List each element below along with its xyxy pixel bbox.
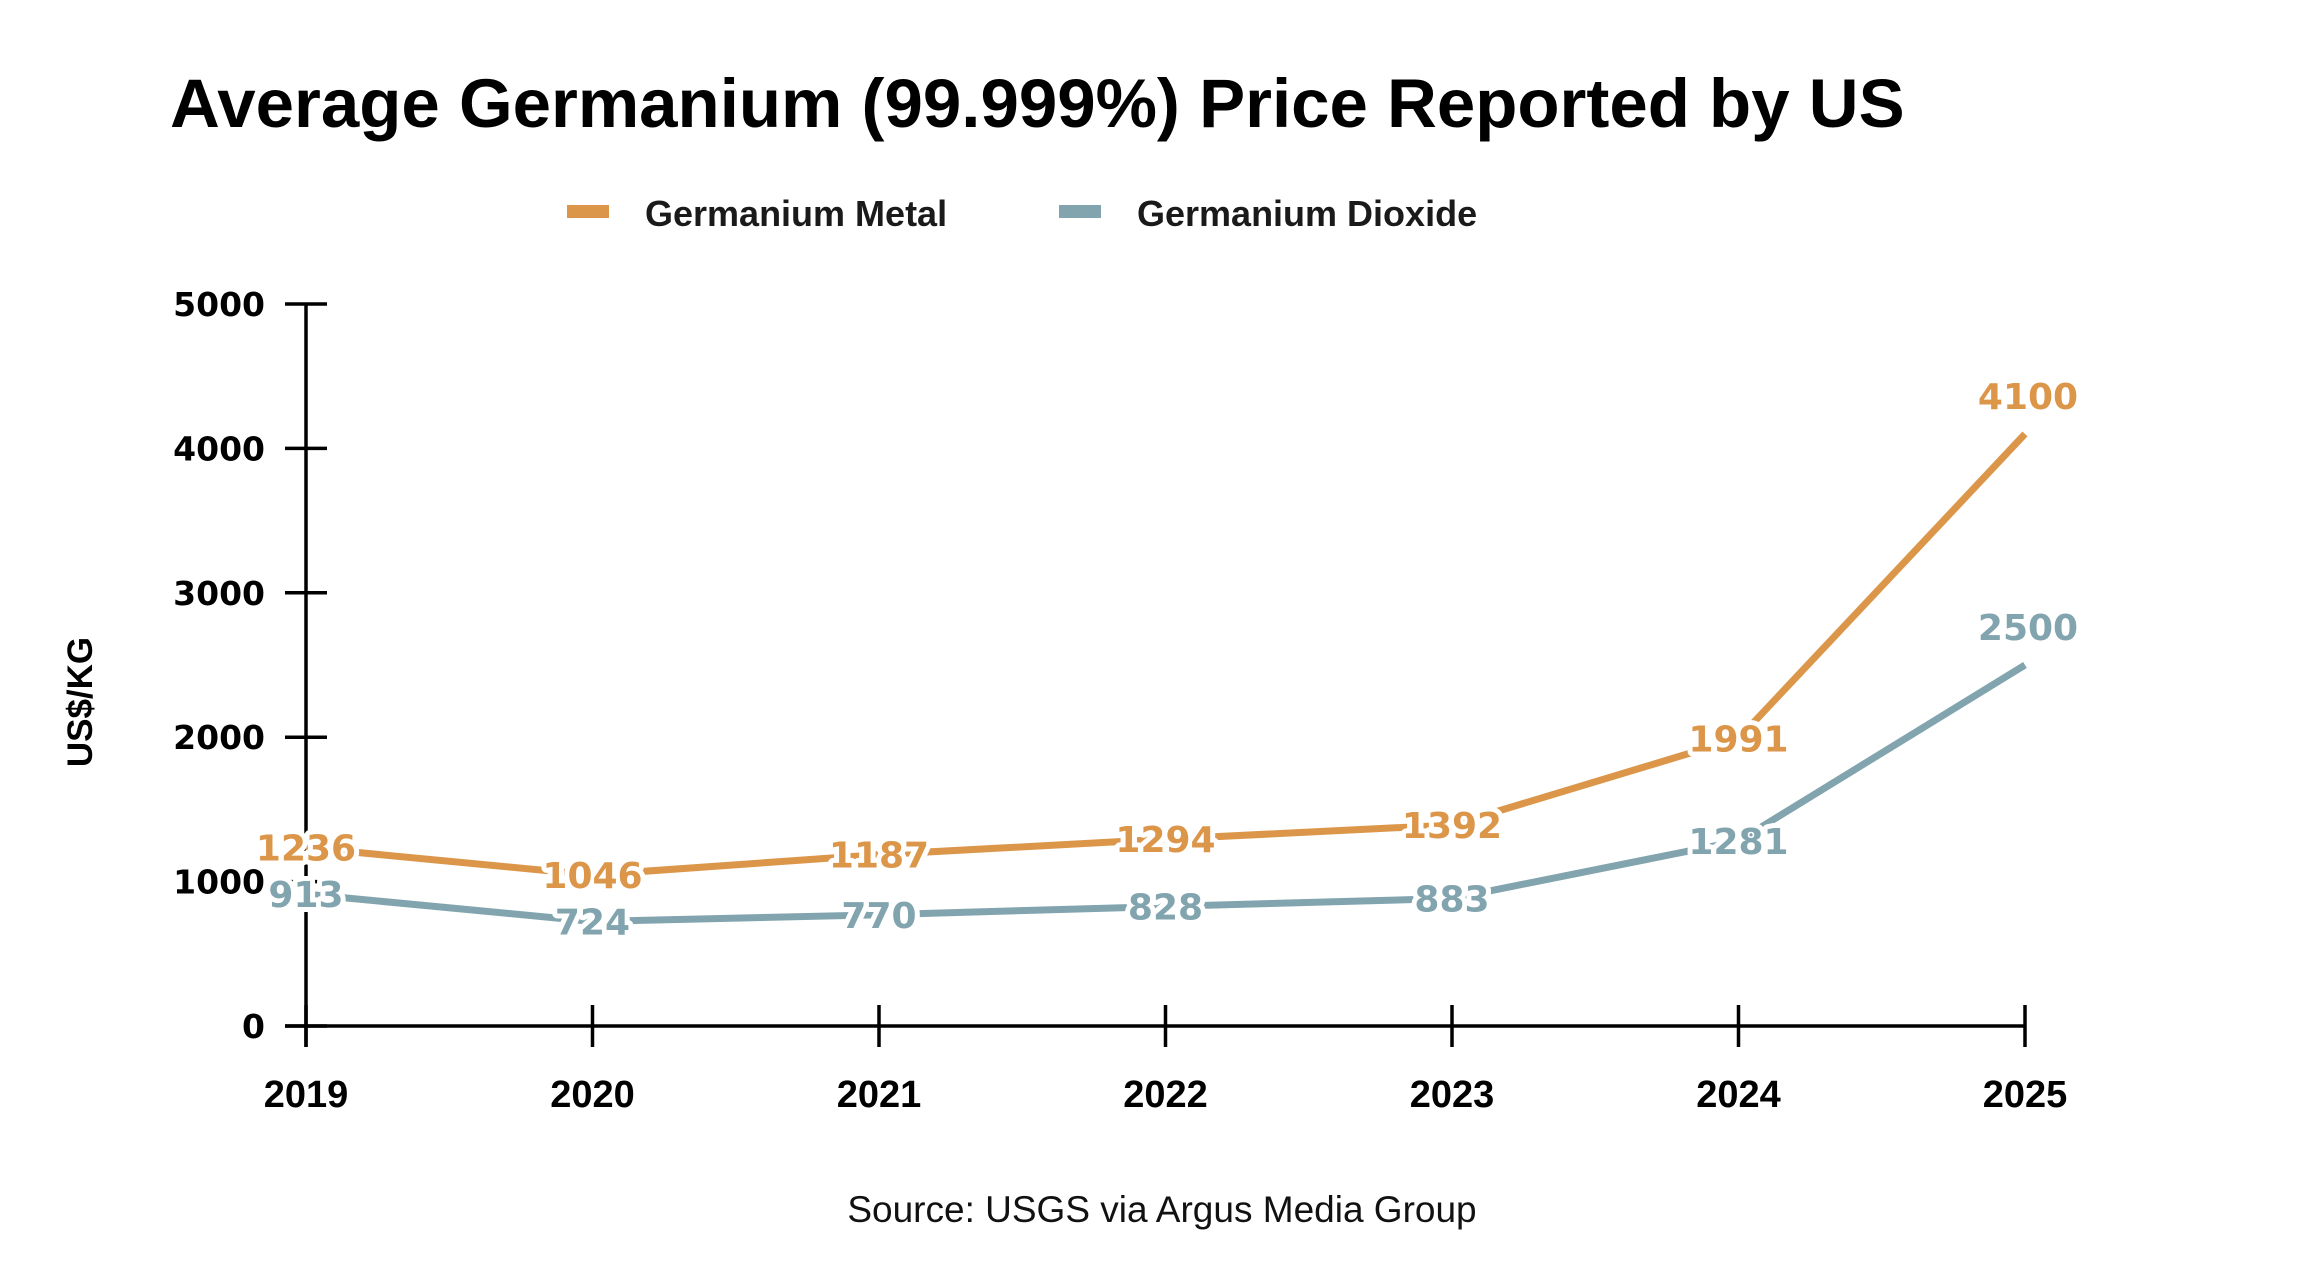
x-tick-label-2025: 2025: [1983, 1074, 2068, 1116]
y-axis-title: US$/KG: [61, 637, 100, 767]
data-label: 913: [268, 875, 343, 916]
x-tick-label-2022: 2022: [1123, 1074, 1208, 1116]
legend: Germanium Metal Germanium Dioxide: [567, 193, 1477, 234]
data-label-halo: 1281: [1688, 822, 1788, 863]
data-label: 883: [1414, 879, 1489, 920]
x-tick-label-2024: 2024: [1696, 1074, 1781, 1116]
data-label: 2500: [1978, 608, 2078, 649]
y-tick-label-1000: 1000: [173, 863, 265, 902]
series-line-1: [305, 662, 2027, 925]
y-tick-label-2000: 2000: [173, 718, 265, 757]
chart-title: Average Germanium (99.999%) Price Report…: [170, 65, 1905, 142]
data-label: 1046: [542, 856, 642, 897]
data-label: 770: [841, 896, 916, 937]
x-tick-label-2023: 2023: [1410, 1074, 1495, 1116]
data-label-halo: 1236: [256, 829, 356, 870]
data-label-halo: 1294: [1115, 820, 1215, 861]
y-tick-label-0: 0: [242, 1007, 265, 1046]
legend-label-1: Germanium Dioxide: [1137, 193, 1477, 234]
data-label-halo: 770: [841, 896, 916, 937]
y-tick-label-3000: 3000: [173, 574, 265, 613]
x-tick-label-2020: 2020: [550, 1074, 635, 1116]
data-label: 828: [1128, 887, 1203, 928]
data-label: 1392: [1402, 806, 1502, 847]
y-tick-label-4000: 4000: [173, 429, 265, 468]
data-label-halo: 2500: [1978, 608, 2078, 649]
data-label-halo: 1392: [1402, 806, 1502, 847]
data-label-halo: 4100: [1978, 377, 2078, 418]
data-label: 1236: [256, 829, 356, 870]
data-label-halo: 1991: [1688, 719, 1788, 760]
series-line-0: [305, 431, 2028, 879]
data-label-halo: 883: [1414, 879, 1489, 920]
source-note: Source: USGS via Argus Media Group: [847, 1189, 1476, 1230]
data-label: 4100: [1978, 377, 2078, 418]
y-tick-label-5000: 5000: [173, 285, 265, 324]
data-label: 1991: [1688, 719, 1788, 760]
legend-swatch-0: [567, 205, 609, 218]
data-label-halo: 724: [555, 902, 630, 943]
data-label: 1281: [1688, 822, 1788, 863]
x-tick-label-2019: 2019: [264, 1074, 349, 1116]
x-tick-label-2021: 2021: [837, 1074, 922, 1116]
data-label-halo: 828: [1128, 887, 1203, 928]
legend-label-0: Germanium Metal: [645, 193, 947, 234]
legend-swatch-1: [1059, 205, 1101, 218]
data-label: 1187: [829, 836, 929, 877]
data-label-halo: 1187: [829, 836, 929, 877]
data-label: 724: [555, 902, 630, 943]
data-label-halo: 913: [268, 875, 343, 916]
data-label: 1294: [1115, 820, 1215, 861]
axes: 0 1000 2000 3000 4000 5000 2019 2020 2021 2022 202…: [173, 285, 2067, 1116]
data-label-halo: 1046: [542, 856, 642, 897]
